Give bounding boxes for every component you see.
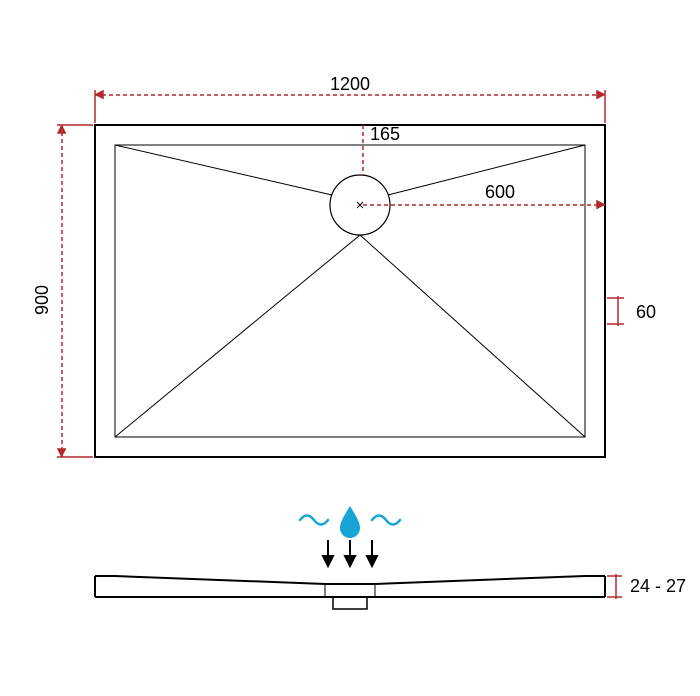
dim-top-width — [95, 90, 605, 123]
shower-tray-diagram: 1200 900 165 600 60 24 - 27 — [0, 0, 700, 696]
label-1200: 1200 — [330, 74, 370, 94]
plan-outer-rect — [95, 125, 605, 457]
dim-rim — [607, 296, 624, 326]
dim-section-height — [607, 574, 622, 599]
water-icon — [300, 506, 400, 566]
arrow-down-icon — [323, 540, 333, 566]
dim-drain-right — [363, 201, 605, 209]
label-24-27: 24 - 27 — [630, 576, 686, 596]
arrow-down-icon — [345, 540, 355, 566]
label-60: 60 — [636, 302, 656, 322]
label-900: 900 — [32, 285, 52, 315]
label-165: 165 — [370, 124, 400, 144]
dimensions — [57, 90, 624, 599]
water-droplet-icon — [340, 506, 360, 538]
dimension-labels: 1200 900 165 600 60 24 - 27 — [32, 74, 686, 596]
section-view — [95, 576, 605, 609]
label-600: 600 — [485, 182, 515, 202]
arrow-down-icon — [367, 540, 377, 566]
dim-left-height — [57, 125, 93, 457]
